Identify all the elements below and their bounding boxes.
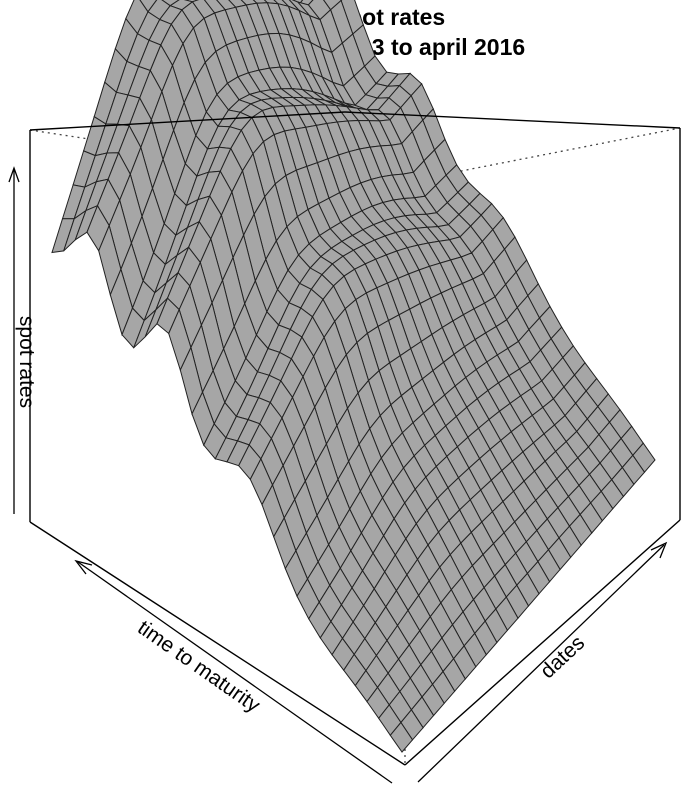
y-axis-arrow [417, 544, 665, 783]
axis-arrows [8, 166, 668, 784]
box-visible-edges [29, 111, 681, 766]
x-axis-arrow [77, 561, 393, 784]
box-top-back-edge [29, 111, 346, 131]
z-axis-label: spot rates [15, 316, 38, 408]
y-axis-label: dates [536, 631, 589, 683]
box-bottom-right-edge [404, 519, 681, 766]
box-bottom-left-edge [29, 521, 406, 766]
z-axis-arrowhead [8, 166, 20, 183]
x-axis-arrowhead [74, 559, 93, 575]
surface-mesh [51, 0, 656, 753]
surface-facet [389, 721, 414, 753]
box-top-right-edge [344, 111, 681, 129]
y-axis-arrowhead [650, 541, 668, 559]
